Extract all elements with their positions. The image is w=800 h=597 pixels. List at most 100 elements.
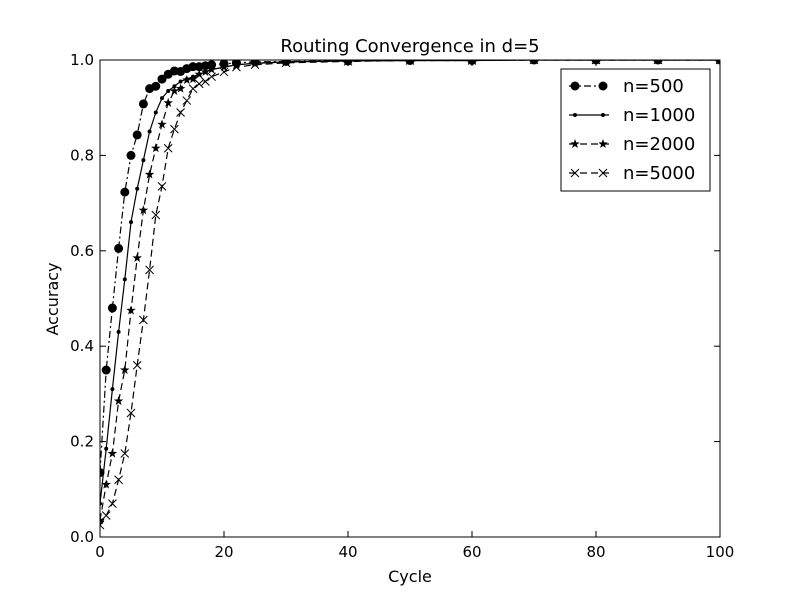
- legend-box: [560, 68, 711, 192]
- data-point-3-9: [151, 210, 161, 220]
- data-point-1-13: [178, 79, 183, 84]
- data-point-3-19: [219, 67, 229, 77]
- data-point-3-14: [182, 96, 192, 105]
- data-point-2-24: [406, 60, 414, 65]
- data-point-1-4: [122, 277, 127, 282]
- data-point-3-15: [188, 84, 198, 93]
- data-point-2-8: [144, 169, 155, 179]
- data-point-2-9: [151, 143, 161, 153]
- data-point-2-1: [101, 479, 111, 489]
- legend-entry-3: n=5000: [569, 163, 695, 184]
- data-point-3-28: [653, 60, 663, 65]
- data-point-0-5: [126, 150, 136, 160]
- data-point-3-13: [176, 108, 185, 117]
- x-tick-label-2: 40: [338, 543, 357, 561]
- data-point-2-2: [107, 448, 118, 458]
- data-point-1-6: [135, 186, 140, 191]
- data-point-3-17: [201, 77, 210, 86]
- data-point-2-20: [231, 60, 242, 69]
- data-point-1-1: [104, 446, 109, 451]
- data-point-3-16: [194, 79, 204, 89]
- data-point-3-29: [715, 60, 720, 65]
- data-point-3-7: [139, 315, 148, 325]
- y-tick-label-3: 0.6: [70, 242, 94, 260]
- legend-label-2: n=2000: [623, 134, 695, 155]
- data-point-3-5: [126, 408, 136, 418]
- data-point-3-20: [232, 62, 241, 72]
- data-point-2-6: [132, 252, 142, 262]
- legend-marker-end-3: [598, 168, 608, 178]
- legend-label-1: n=1000: [623, 105, 695, 126]
- legend-label-3: n=5000: [623, 163, 695, 184]
- data-point-0-3: [114, 243, 124, 253]
- x-tick-label-4: 80: [586, 543, 605, 561]
- data-point-3-6: [132, 360, 142, 370]
- y-tick-label-2: 0.4: [70, 337, 94, 355]
- data-point-3-10: [157, 182, 167, 191]
- data-point-0-10: [157, 74, 167, 84]
- data-point-2-5: [126, 305, 136, 315]
- data-point-3-27: [591, 60, 601, 65]
- data-point-1-3: [116, 329, 121, 334]
- x-tick-label-1: 20: [214, 543, 233, 561]
- x-tick-label-5: 100: [706, 543, 735, 561]
- data-point-0-2: [107, 303, 117, 313]
- x-tick-label-0: 0: [95, 543, 105, 561]
- data-point-2-11: [163, 97, 173, 107]
- data-point-2-4: [120, 365, 130, 375]
- data-point-2-7: [138, 205, 149, 215]
- data-point-2-19: [219, 62, 229, 72]
- data-point-2-3: [113, 396, 124, 406]
- plot-frame: [99, 59, 721, 538]
- y-tick-label-0: 0.0: [70, 528, 94, 546]
- x-tick-label-3: 60: [462, 543, 481, 561]
- y-tick-label-4: 0.8: [70, 146, 94, 164]
- legend: n=500 n=1000 n=2000 n=5000: [560, 68, 711, 192]
- legend-entry-0: n=500: [569, 76, 684, 97]
- data-point-3-0: [100, 520, 105, 530]
- legend-marker-1: [573, 113, 577, 117]
- legend-entry-2: n=2000: [569, 134, 695, 155]
- y-tick-label-1: 0.2: [70, 433, 94, 451]
- data-point-0-6: [132, 130, 142, 140]
- data-point-3-2: [108, 499, 117, 508]
- data-point-2-0: [100, 515, 105, 525]
- data-point-3-1: [101, 511, 111, 520]
- data-point-1-2: [110, 387, 115, 392]
- chart-title: Routing Convergence in d=5: [280, 36, 539, 57]
- data-point-3-8: [145, 265, 154, 275]
- data-point-3-21: [250, 60, 260, 70]
- data-point-2-14: [182, 75, 192, 85]
- data-point-0-9: [151, 81, 161, 91]
- data-point-2-16: [194, 69, 204, 79]
- data-point-0-1: [101, 365, 111, 375]
- data-point-1-11: [166, 89, 171, 94]
- data-point-2-15: [188, 74, 198, 84]
- data-point-3-12: [170, 124, 179, 134]
- data-point-3-3: [114, 475, 123, 485]
- data-point-0-7: [138, 99, 148, 109]
- legend-entry-1: n=1000: [569, 105, 695, 126]
- data-point-2-17: [200, 66, 211, 76]
- legend-marker-end-2: [598, 139, 608, 149]
- axes: 0 20 40 60 80 100 0.0 0.2 0.4 0.6 0.8 1.0: [70, 51, 734, 561]
- legend-marker-0: [570, 81, 580, 91]
- data-point-0-4: [120, 187, 130, 197]
- data-point-3-11: [163, 143, 173, 153]
- data-point-0-15: [188, 62, 198, 72]
- y-tick-label-5: 1.0: [70, 51, 94, 69]
- data-point-2-12: [169, 86, 180, 96]
- data-point-3-4: [120, 449, 130, 458]
- data-point-2-10: [157, 119, 167, 129]
- x-axis-label: Cycle: [388, 567, 432, 586]
- data-point-1-9: [153, 110, 158, 115]
- legend-marker-2: [570, 139, 580, 149]
- data-point-1-10: [160, 96, 164, 101]
- data-point-3-18: [207, 72, 216, 82]
- data-point-2-18: [206, 64, 217, 74]
- legend-label-0: n=500: [623, 76, 684, 97]
- data-point-1-5: [129, 220, 133, 225]
- legend-marker-3: [570, 168, 580, 178]
- data-point-3-26: [529, 60, 539, 65]
